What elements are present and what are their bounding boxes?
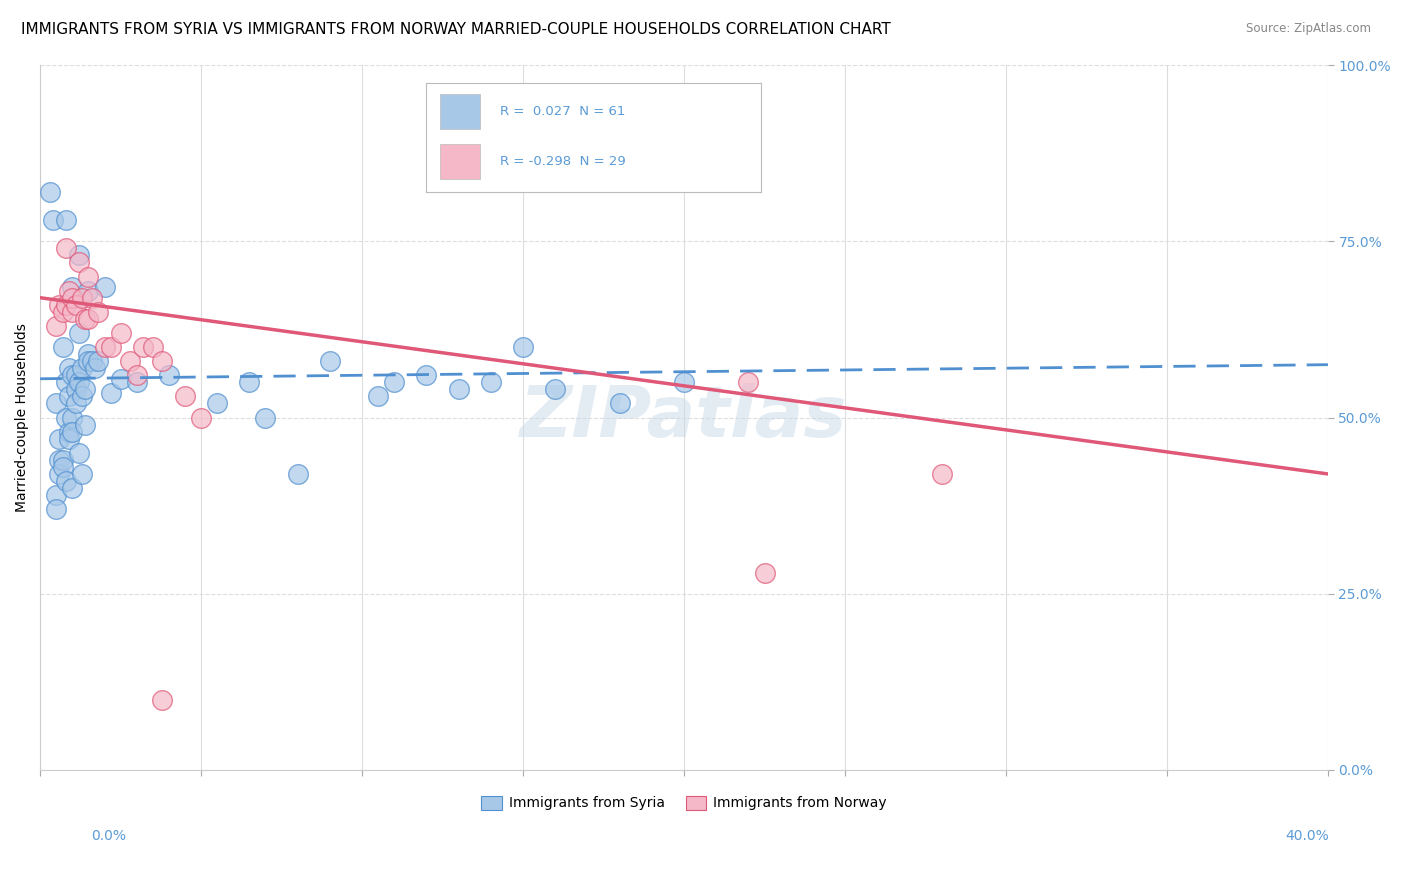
Point [70,389,93,403]
Point [67,326,90,340]
Point [55,298,77,312]
Point [60,425,83,439]
Point [479,376,502,390]
Point [55,474,77,488]
Point [60,305,83,319]
Point [447,382,470,396]
Point [60,291,83,305]
Point [55,213,77,227]
Point [205,396,228,410]
Point [67,248,90,262]
Point [83,361,105,376]
Text: Source: ZipAtlas.com: Source: ZipAtlas.com [1246,22,1371,36]
Point [120,354,142,368]
Point [70,291,93,305]
Point [45,488,67,502]
Point [65,368,87,383]
Point [67,376,90,390]
Point [48,467,70,481]
Point [45,318,67,333]
Point [48,453,70,467]
Point [48,432,70,446]
Point [931,467,953,481]
Point [125,376,148,390]
Point [67,446,90,460]
Point [367,389,389,403]
Text: ZIPatlas: ZIPatlas [520,383,848,452]
Point [77,347,100,361]
Text: 40.0%: 40.0% [1285,829,1329,843]
Point [45,502,67,516]
Point [77,269,100,284]
Point [254,410,277,425]
Point [93,340,115,354]
Point [65,396,87,410]
Point [673,376,696,390]
Point [737,376,759,390]
Point [70,361,93,376]
Point [415,368,437,383]
Point [52,305,75,319]
Point [319,354,342,368]
Point [65,382,87,396]
Text: 0.0%: 0.0% [91,829,127,843]
Point [58,361,80,376]
Point [754,566,776,580]
Point [77,354,100,368]
Point [174,389,197,403]
Point [70,467,93,481]
Point [77,311,100,326]
Point [75,417,97,432]
Point [238,376,260,390]
Point [52,340,75,354]
Point [55,241,77,255]
Point [142,340,165,354]
Point [45,396,67,410]
Point [42,213,65,227]
Point [544,382,567,396]
Point [60,368,83,383]
Point [80,354,103,368]
Point [60,280,83,294]
Point [48,298,70,312]
Point [75,311,97,326]
Point [152,692,174,706]
Point [67,255,90,269]
Point [287,467,309,481]
Point [52,453,75,467]
Point [110,326,132,340]
Point [77,284,100,298]
Point [157,368,180,383]
Point [609,396,631,410]
Point [55,376,77,390]
Y-axis label: Married-couple Households: Married-couple Households [15,323,30,512]
Point [382,376,405,390]
Point [93,280,115,294]
Point [58,389,80,403]
Point [87,305,110,319]
Point [152,354,174,368]
Point [190,410,212,425]
Point [125,368,148,383]
Point [60,410,83,425]
Point [512,340,534,354]
Legend: Immigrants from Syria, Immigrants from Norway: Immigrants from Syria, Immigrants from N… [475,790,893,816]
Point [58,432,80,446]
Point [65,298,87,312]
Point [110,372,132,386]
Point [100,385,122,400]
Point [132,340,155,354]
Point [60,481,83,495]
Point [87,354,110,368]
Point [100,340,122,354]
Point [38,185,60,199]
Point [58,284,80,298]
Point [58,425,80,439]
Point [52,459,75,474]
Point [75,382,97,396]
Point [55,410,77,425]
Point [80,291,103,305]
Text: IMMIGRANTS FROM SYRIA VS IMMIGRANTS FROM NORWAY MARRIED-COUPLE HOUSEHOLDS CORREL: IMMIGRANTS FROM SYRIA VS IMMIGRANTS FROM… [21,22,891,37]
